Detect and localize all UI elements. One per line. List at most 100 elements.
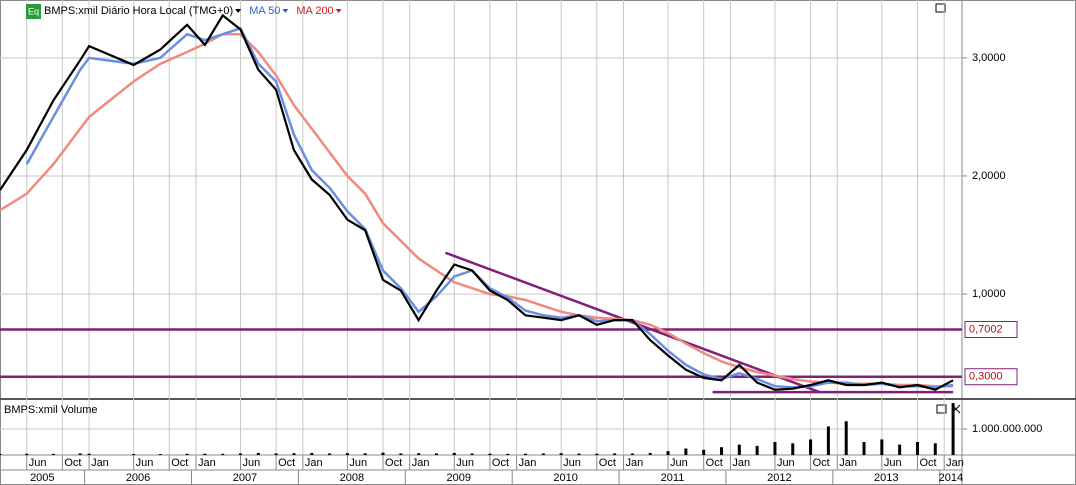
volume-bar (630, 453, 634, 455)
volume-bar (755, 445, 759, 455)
volume-bar (880, 439, 884, 455)
volume-bar (951, 403, 955, 455)
y-tick-label: 3,0000 (972, 52, 1006, 64)
volume-bar (720, 447, 723, 455)
volume-bar (87, 453, 91, 455)
volume-bar (399, 453, 403, 455)
legend-entry[interactable]: MA 200 (296, 5, 333, 17)
x-tick-label: Jan (198, 457, 216, 469)
x-tick-label: Oct (171, 457, 188, 469)
volume-bar (185, 453, 189, 455)
chart-title[interactable]: BMPS:xmil Diário Hora Local (TMG+0) (44, 5, 233, 17)
volume-bar (0, 453, 2, 455)
year-label: 2005 (30, 472, 54, 484)
volume-bar (203, 453, 207, 455)
volume-bar (158, 454, 162, 455)
x-tick-label: Jan (946, 457, 964, 469)
dropdown-arrow[interactable] (335, 9, 342, 13)
volume-bar (577, 453, 581, 455)
volume-bar (684, 448, 688, 455)
maximize-button[interactable] (936, 404, 947, 414)
y-tick-label: 2,0000 (972, 170, 1006, 182)
volume-bar (524, 453, 528, 455)
volume-bar (702, 449, 706, 455)
volume-bar (595, 453, 599, 455)
volume-bar (613, 453, 617, 455)
badge (26, 4, 41, 19)
y-tick-label: 1.000.000.000 (972, 423, 1042, 435)
dropdown-arrow[interactable] (282, 9, 289, 13)
x-tick-label: Jun (349, 457, 367, 469)
volume-bar (381, 452, 385, 455)
year-label: 2007 (233, 472, 257, 484)
volume-bar (78, 453, 82, 455)
maximize-button[interactable] (935, 3, 946, 13)
volume-bar (239, 453, 242, 455)
volume-bar (898, 444, 902, 455)
volume-bar (809, 439, 813, 455)
level-label: 0,3000 (969, 371, 1003, 383)
x-tick-label: Oct (599, 457, 616, 469)
volume-bar (328, 453, 332, 455)
level-box (964, 368, 1018, 386)
x-tick-label: Jan (412, 457, 430, 469)
volume-bar (292, 453, 296, 455)
volume-bar (933, 443, 937, 455)
volume-bar (826, 426, 830, 455)
volume-bar (25, 453, 29, 455)
volume-bar (470, 453, 474, 455)
volume-bar (256, 452, 260, 455)
x-tick-label: Jun (670, 457, 688, 469)
volume-bar (773, 442, 777, 455)
y-tick-label: 1,0000 (972, 288, 1006, 300)
volume-bar (417, 453, 421, 455)
year-label: 2011 (661, 472, 685, 484)
x-tick-label: Jun (243, 457, 261, 469)
level-label: 0,7002 (969, 323, 1003, 335)
x-tick-label: Jan (519, 457, 537, 469)
x-tick-label: Jan (305, 457, 323, 469)
volume-bar (51, 453, 55, 455)
volume-bar (648, 452, 652, 455)
x-tick-label: Jun (563, 457, 581, 469)
year-label: 2013 (874, 472, 898, 484)
level-box (964, 320, 1018, 338)
grid (0, 0, 967, 485)
volume-bar (862, 442, 866, 455)
x-tick-label: Jun (777, 457, 795, 469)
volume-bar (541, 453, 545, 455)
legend-entry[interactable]: MA 50 (249, 5, 280, 17)
volume-bar (221, 453, 225, 455)
year-label: 2014 (939, 472, 963, 484)
volume-bar (666, 451, 670, 455)
volume-bar (345, 453, 349, 455)
trend-line (444, 251, 820, 394)
x-tick-label: Jun (884, 457, 902, 469)
dropdown-arrow[interactable] (235, 9, 242, 13)
x-tick-label: Oct (385, 457, 402, 469)
volume-bar (274, 453, 278, 455)
volume-bar (737, 444, 741, 455)
x-tick-label: Jan (839, 457, 857, 469)
x-tick-label: Jun (456, 457, 474, 469)
x-tick-label: Oct (492, 457, 509, 469)
x-tick-label: Jan (626, 457, 644, 469)
x-tick-label: Oct (919, 457, 936, 469)
x-tick-label: Jun (29, 457, 47, 469)
volume-bar (506, 453, 510, 455)
volume-bar (132, 453, 136, 455)
year-label: 2008 (340, 472, 364, 484)
series-line (0, 13, 954, 391)
badge-text: Eq (28, 6, 39, 16)
x-tick-label: Oct (813, 457, 830, 469)
x-tick-label: Oct (278, 457, 295, 469)
volume-bar (915, 442, 919, 455)
year-label: 2010 (553, 472, 577, 484)
year-label: 2009 (446, 472, 470, 484)
volume-bar (488, 453, 492, 455)
x-tick-label: Jan (732, 457, 750, 469)
volume-bar (310, 452, 314, 455)
year-label: 2012 (767, 472, 791, 484)
